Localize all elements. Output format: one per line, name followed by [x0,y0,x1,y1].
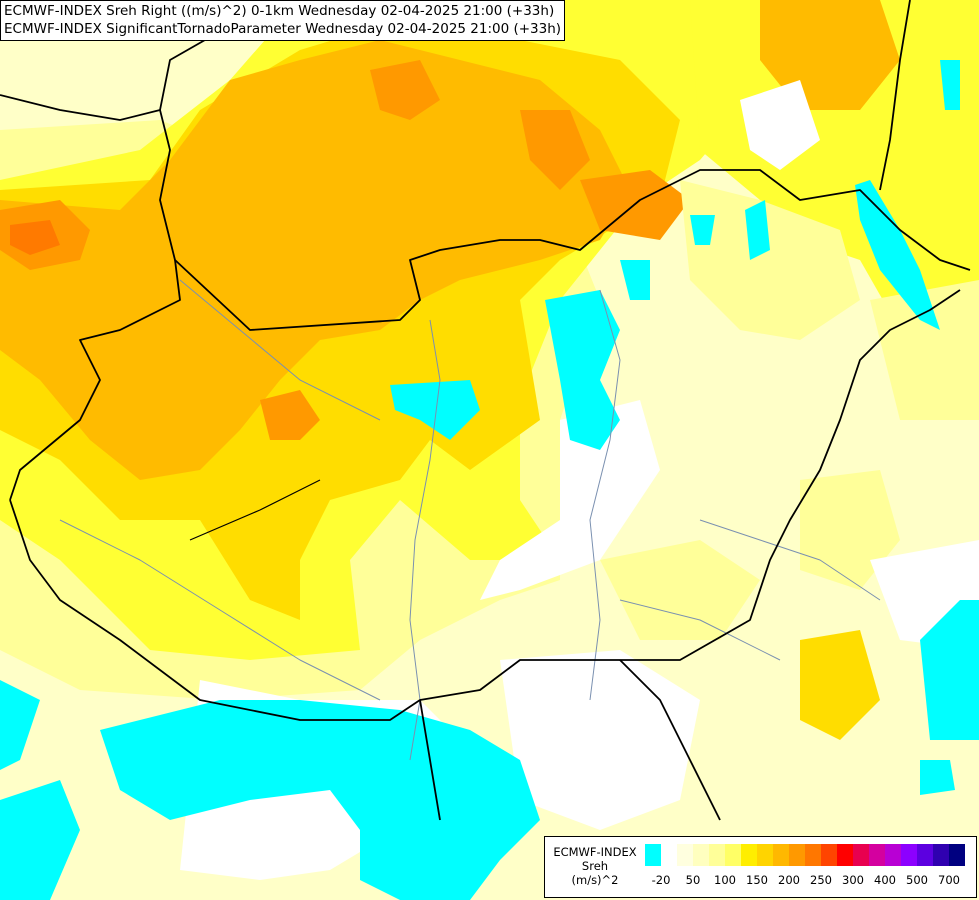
legend-tick-label: 700 [938,873,960,887]
legend-tick-label: 50 [685,873,701,887]
border-northeast [879,0,911,191]
legend-swatch-0 [645,844,661,866]
legend-swatch-16 [901,844,917,866]
legend-tick-label: 100 [714,873,736,887]
legend-swatch-4 [709,844,725,866]
border-south [9,289,961,721]
field-cyan-edge-3 [920,760,955,795]
field-light-yellow-far-east [870,280,979,420]
field-light-yellow-south [600,540,760,640]
legend-swatch-10 [805,844,821,866]
river-drava [179,279,381,421]
legend-tick-label: 250 [810,873,832,887]
legend-variable: Sreh [581,859,609,873]
legend-swatch-2 [677,844,693,866]
field-cyan-central [390,380,480,440]
border-serbia-romania [619,659,721,821]
legend-swatch-19 [949,844,965,866]
field-cyan-edge-2 [920,600,979,740]
legend-ticks: -20 50 100 150 200 250 300 400 500 700 [645,873,975,889]
field-white-central [480,400,660,600]
field-white-south [500,650,700,830]
legend-swatch-3 [693,844,709,866]
legend-swatch-11 [821,844,837,866]
field-light-yellow-east [680,180,860,340]
legend-tick-label: 400 [874,873,896,887]
legend-swatch-8 [773,844,789,866]
field-dark-orange-north [370,60,440,120]
river-tisza [589,289,621,701]
legend-swatch-12 [837,844,853,866]
legend-tick-label: -20 [651,873,671,887]
border-north [0,94,971,331]
field-cyan-south [100,700,540,900]
field-white-north [740,80,820,170]
legend-swatch-9 [789,844,805,866]
legend-swatch-18 [933,844,949,866]
legend-swatch-14 [869,844,885,866]
map-title-box: ECMWF-INDEX Sreh Right ((m/s)^2) 0-1km W… [0,0,566,41]
legend-swatch-17 [917,844,933,866]
field-gold-southeast [800,630,880,740]
title-line-1: ECMWF-INDEX Sreh Right ((m/s)^2) 0-1km W… [4,3,555,19]
legend-swatch-15 [885,844,901,866]
field-dark-orange-central [260,390,320,440]
field-cyan-east-ridge [855,180,940,330]
legend-swatch-5 [725,844,741,866]
river-maros [619,599,781,661]
legend-swatch-1 [661,844,677,866]
border-west [9,259,181,501]
title-line-2: ECMWF-INDEX SignificantTornadoParameter … [4,21,562,37]
legend-tick-label: 300 [842,873,864,887]
legend-tick-label: 200 [778,873,800,887]
field-cyan-small-2 [690,215,715,245]
legend-swatch-13 [853,844,869,866]
river-east [699,519,881,601]
field-cyan-east-central [545,290,620,450]
field-dark-orange-northeast [520,110,590,190]
legend-swatch-6 [741,844,757,866]
field-cyan-small-1 [620,260,650,300]
legend-swatch-7 [757,844,773,866]
field-orange-band [0,40,630,480]
legend-model: ECMWF-INDEX [553,845,637,859]
river-sava [59,519,381,701]
legend-tick-label: 500 [906,873,928,887]
legend-tick-label: 150 [746,873,768,887]
field-cyan-small-3 [745,200,770,260]
lake-balaton [189,479,321,541]
field-cyan-southwest [0,780,80,900]
color-legend: ECMWF-INDEX Sreh (m/s)^2 -20 50 100 150 200 2… [544,836,977,898]
border-croatia-serbia [419,699,441,821]
legend-title: ECMWF-INDEX Sreh (m/s)^2 [549,845,641,887]
legend-unit: (m/s)^2 [571,873,619,887]
field-red-orange-core [10,220,60,255]
field-cyan-west [0,680,40,770]
field-cyan-edge-1 [940,60,960,110]
legend-swatches [645,844,965,866]
